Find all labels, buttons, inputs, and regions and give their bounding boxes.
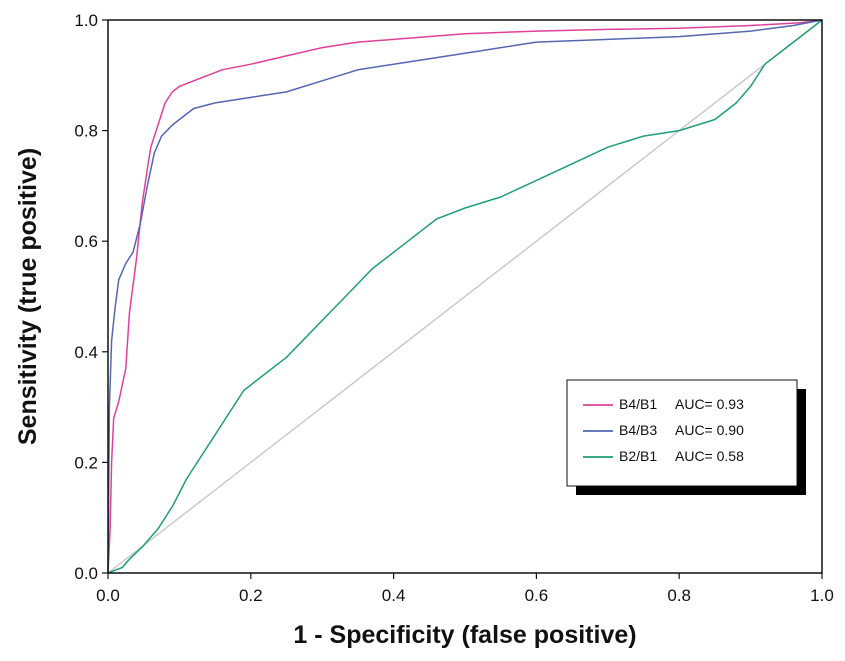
x-tick-label: 0.4 (382, 586, 406, 605)
legend-box (566, 379, 798, 487)
x-tick-label: 0.2 (239, 586, 263, 605)
x-tick-label: 0.0 (96, 586, 120, 605)
legend-auc-value: AUC= 0.90 (675, 422, 744, 438)
x-tick-label: 0.6 (525, 586, 549, 605)
series-line-b4-b3 (107, 19, 823, 574)
y-tick-label: 1.0 (74, 11, 98, 30)
series-line-b4-b1 (107, 19, 823, 574)
plot-area-frame (107, 19, 823, 574)
x-tick-label: 1.0 (810, 586, 834, 605)
legend-series-label: B4/B1 (619, 396, 657, 412)
legend-series-label: B2/B1 (619, 448, 657, 464)
legend-auc-value: AUC= 0.58 (675, 448, 744, 464)
x-tick-label: 0.8 (667, 586, 691, 605)
series-line-b2-b1 (107, 19, 823, 574)
y-tick-label: 0.2 (74, 453, 98, 472)
y-axis-title: Sensitivity (true positive) (14, 148, 42, 445)
y-tick-label: 0.8 (74, 122, 98, 141)
y-tick-label: 0.0 (74, 564, 98, 583)
y-tick-label: 0.6 (74, 232, 98, 251)
legend-auc-value: AUC= 0.93 (675, 396, 744, 412)
x-axis-title: 1 - Specificity (false positive) (293, 621, 636, 649)
legend: B4/B1 AUC= 0.93 B4/B3 AUC= 0.90 B2/B1 AUC= 0.… (566, 379, 806, 495)
y-tick-label: 0.4 (74, 343, 98, 362)
reference-diagonal-line (107, 19, 823, 574)
legend-series-label: B4/B3 (619, 422, 657, 438)
